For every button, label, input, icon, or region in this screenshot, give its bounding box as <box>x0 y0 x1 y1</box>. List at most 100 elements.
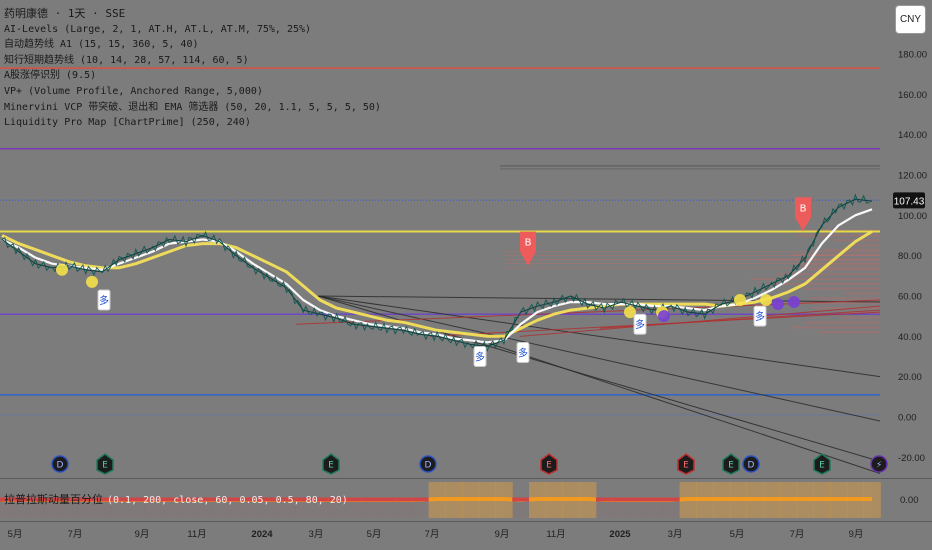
dividend-marker <box>419 455 437 473</box>
event-marker-letter: E <box>819 461 825 471</box>
oscillator-band <box>361 503 379 518</box>
oscillator-band <box>261 503 279 518</box>
volume-profile-bar <box>792 253 880 256</box>
y-tick-label: 180.00 <box>898 50 927 61</box>
y-tick-label: 20.00 <box>898 372 922 383</box>
volume-profile-bar <box>823 248 880 252</box>
x-tick-label: 9月 <box>135 529 150 540</box>
oscillator-band <box>94 503 112 518</box>
earnings-marker <box>540 453 558 475</box>
x-tick-label: 11月 <box>187 529 206 540</box>
oscillator-band <box>211 503 229 518</box>
dividend-marker <box>51 455 69 473</box>
series-price <box>1 198 873 347</box>
long-signal-label: 多 <box>635 318 645 331</box>
volume-profile-bar <box>802 287 880 290</box>
volume-profile-bar <box>797 234 880 237</box>
vcp-dot <box>772 298 784 311</box>
oscillator-band <box>227 503 246 518</box>
earnings-marker <box>322 453 340 475</box>
x-tick-label: 3月 <box>309 529 324 540</box>
y-axis: 180.00 160.00 140.00 120.00 100.00 80.00 60.00… <box>893 50 927 464</box>
vcp-dot <box>56 263 68 276</box>
price-texture <box>1 193 870 352</box>
buy-signal-label: B <box>800 203 807 214</box>
vcp-dot <box>658 310 670 323</box>
series-long-ma <box>1 230 873 338</box>
volume-profile-bar <box>807 268 880 271</box>
long-signal-label: 多 <box>475 351 485 364</box>
x-tick-label: 7月 <box>790 529 805 540</box>
oscillator-band <box>863 482 881 518</box>
oscillator-band <box>0 503 11 518</box>
horizontal-levels <box>0 67 880 416</box>
oscillator-band <box>328 503 346 518</box>
volume-profile-bar <box>810 297 880 300</box>
oscillator-band <box>629 503 647 518</box>
y-tick-label: -20.00 <box>898 453 925 464</box>
oscillator-band <box>595 503 614 518</box>
oscillator-axis-label: 0.00 <box>900 495 919 506</box>
event-marker-letter: E <box>683 461 689 471</box>
auto-trendlines <box>295 295 881 474</box>
trendline <box>317 295 881 378</box>
long-signal-box <box>97 289 111 311</box>
volume-profile-bar <box>813 306 880 310</box>
x-tick-label: 7月 <box>68 529 83 540</box>
volume-profile-bar <box>750 277 880 281</box>
volume-profile-bar <box>840 316 880 319</box>
oscillator-band <box>194 503 212 518</box>
currency-button[interactable]: CNY <box>895 5 926 34</box>
oscillator-band <box>512 503 530 518</box>
y-tick-label: 100.00 <box>898 211 927 222</box>
y-tick-label: 160.00 <box>898 90 927 101</box>
vcp-markers <box>56 263 800 323</box>
volume-profile-bar <box>791 326 880 329</box>
long-signal-label: 多 <box>518 346 528 359</box>
oscillator-band <box>43 503 62 518</box>
y-tick-label: 0.00 <box>898 413 917 424</box>
volume-profile-bar <box>804 321 880 324</box>
oscillator-pane: 0.00 <box>0 478 932 518</box>
x-axis: 5月 7月 9月 11月 2024 3月 5月 7月 9月 11月 2025 3月 5月 7月 9月 <box>0 521 932 540</box>
earnings-marker <box>96 453 114 475</box>
oscillator-band <box>27 503 45 518</box>
event-marker-letter: D <box>57 461 64 471</box>
long-signal-box <box>633 313 647 335</box>
vcp-dot <box>760 294 772 307</box>
oscillator-band <box>662 503 681 518</box>
trendline <box>317 295 881 303</box>
long-signal-box <box>516 341 530 363</box>
x-tick-label: 5月 <box>730 529 745 540</box>
oscillator-band <box>294 503 313 518</box>
event-marker-letter: E <box>328 461 334 471</box>
volume-profile-bar <box>844 292 880 295</box>
oscillator-band <box>77 503 95 518</box>
earnings-marker <box>722 453 740 475</box>
event-marker-letter: D <box>425 461 432 471</box>
event-marker-letter: E <box>102 461 108 471</box>
event-marker-letter: E <box>728 461 734 471</box>
oscillator-params: (0.1, 200, close, 60, 0.05, 0.5, 80, 20) <box>107 495 348 506</box>
x-tick-label: 2024 <box>251 529 273 540</box>
oscillator-band <box>612 503 630 518</box>
oscillator-band <box>395 503 413 518</box>
earnings-marker <box>677 453 695 475</box>
oscillator-band <box>177 503 195 518</box>
last-price-tag <box>893 192 925 209</box>
long-signal-box <box>753 305 767 327</box>
price-series <box>1 193 873 352</box>
x-tick-label: 9月 <box>495 529 510 540</box>
x-tick-label: 2025 <box>609 529 631 540</box>
x-tick-label: 9月 <box>849 529 864 540</box>
vcp-dot <box>788 296 800 309</box>
x-tick-label: 3月 <box>668 529 683 540</box>
x-tick-label: 11月 <box>546 529 565 540</box>
oscillator-band <box>160 503 179 518</box>
oscillator-band <box>144 503 162 518</box>
event-marker-letter: D <box>748 461 755 471</box>
oscillator-legend[interactable]: 拉普拉斯动量百分位 (0.1, 200, close, 60, 0.05, 0.5… <box>4 491 348 507</box>
